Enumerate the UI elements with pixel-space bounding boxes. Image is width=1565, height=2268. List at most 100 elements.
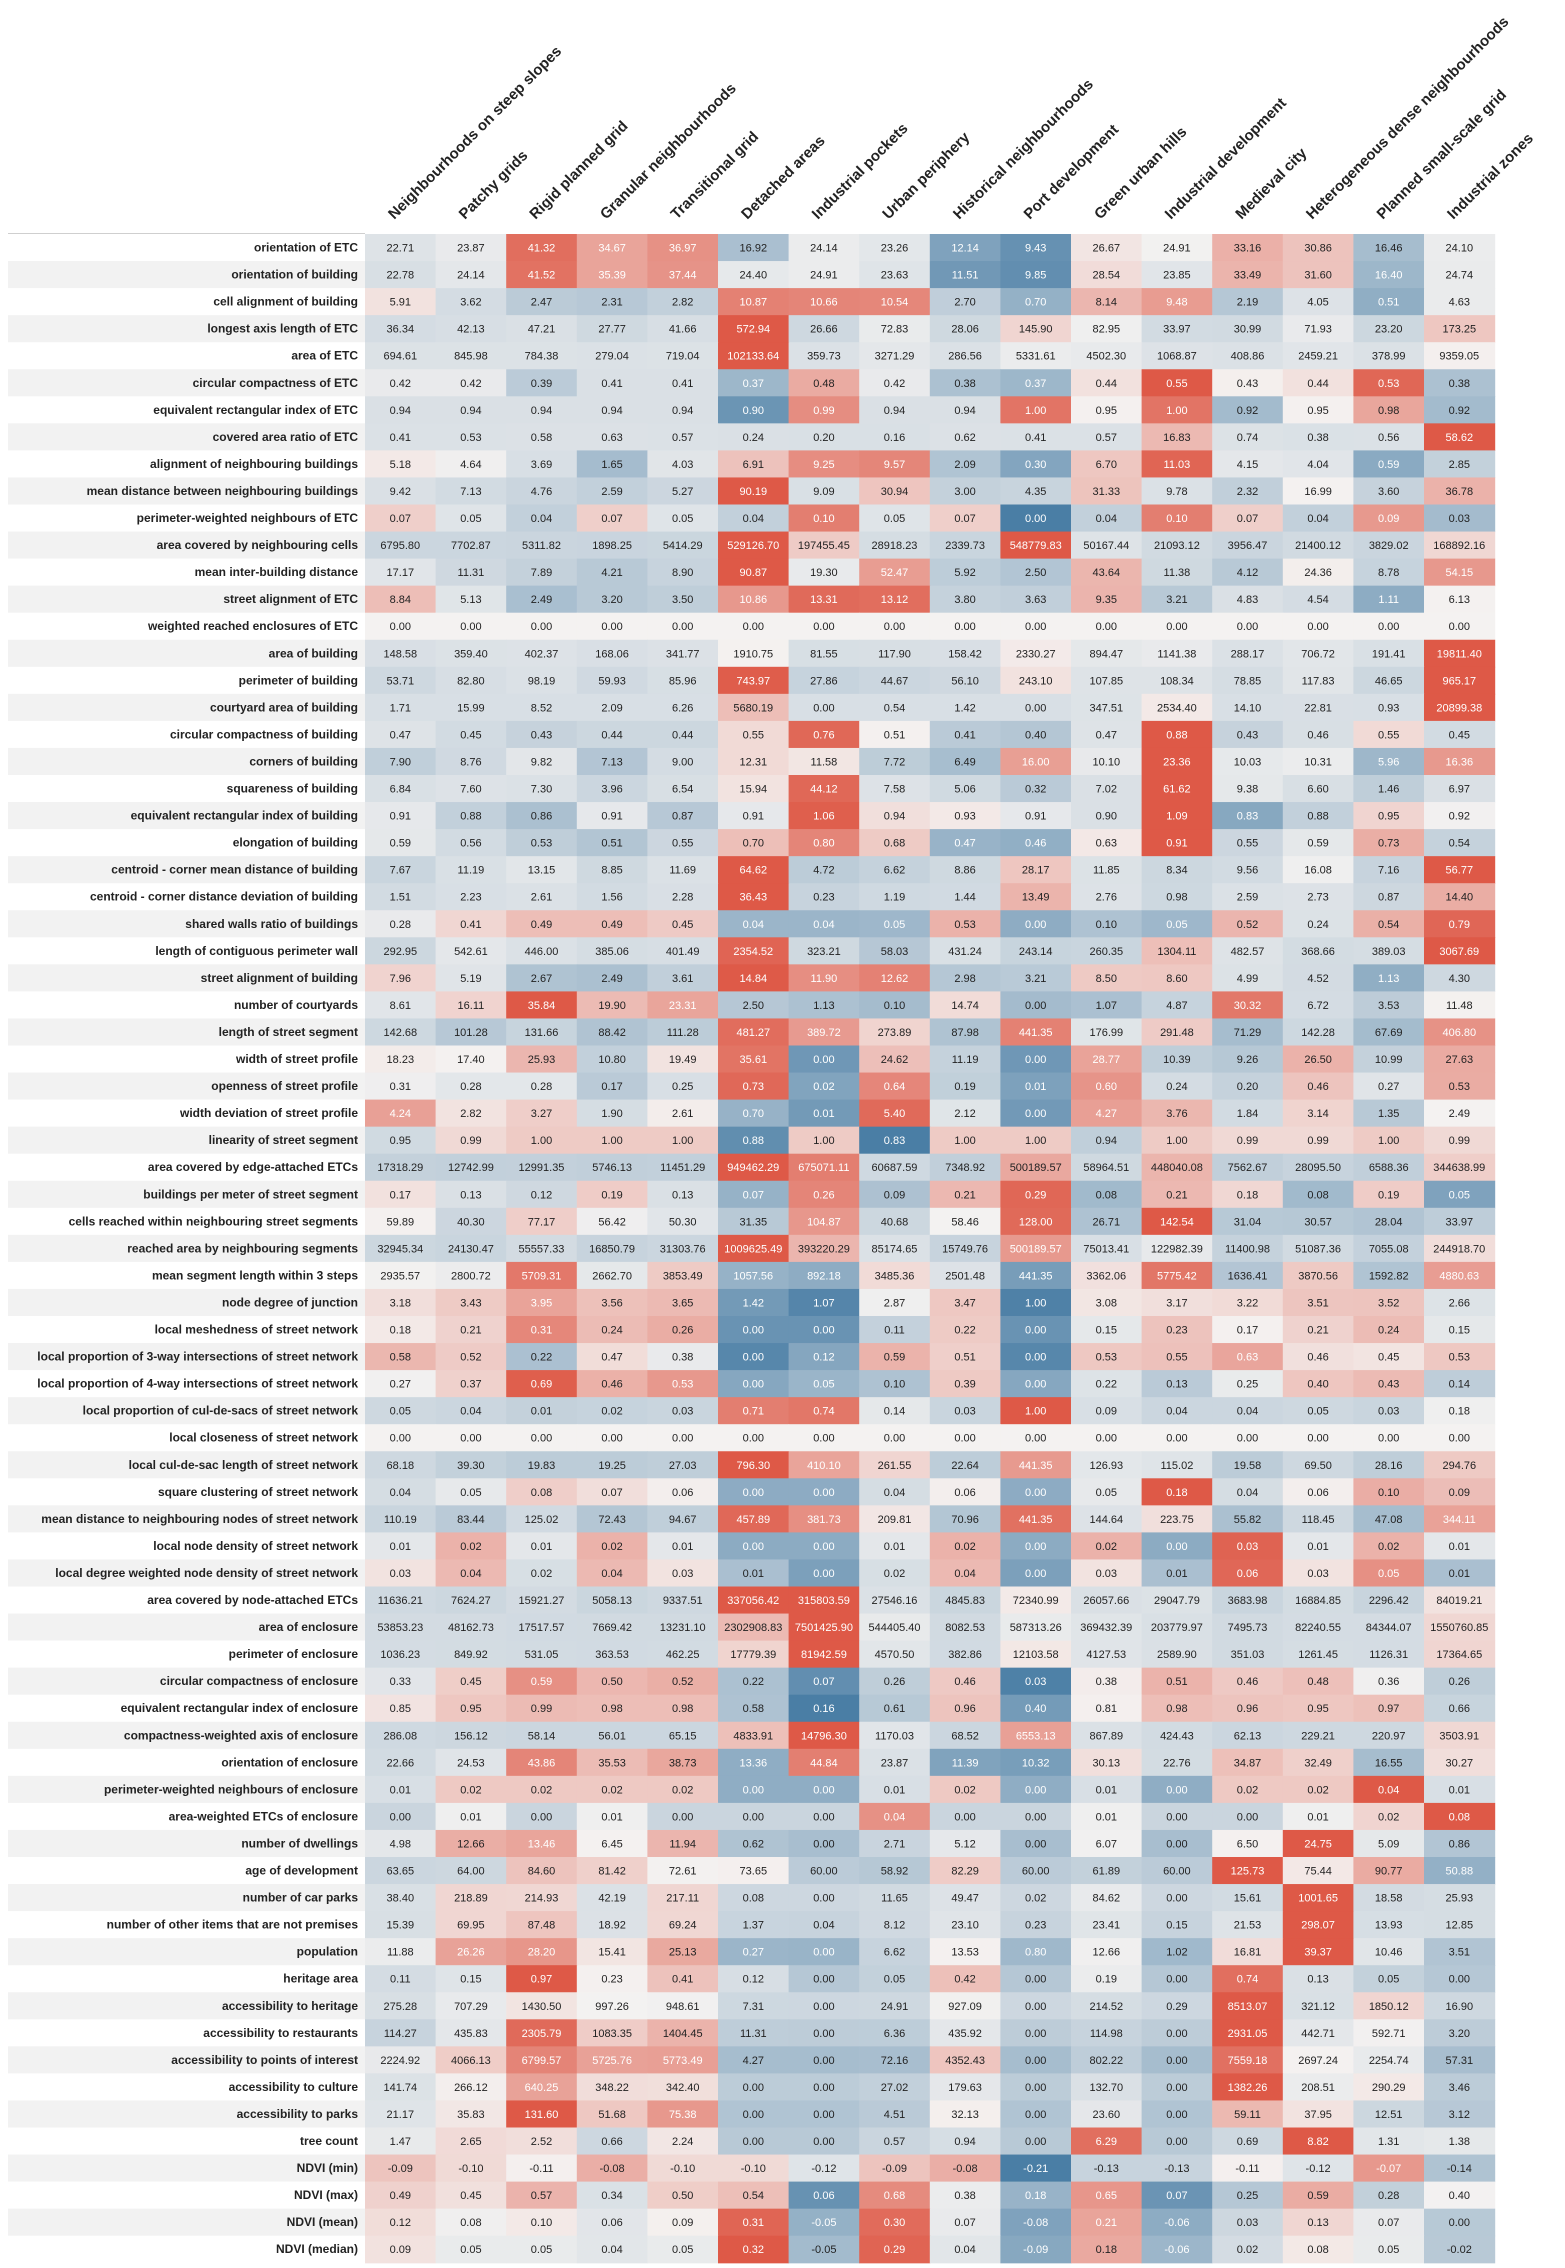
cell-value: 0.57 xyxy=(672,432,693,444)
cell-value: 0.01 xyxy=(1307,1541,1328,1553)
cell-value: 0.05 xyxy=(390,1406,411,1418)
cell-value: 288.17 xyxy=(1231,648,1265,660)
heatmap-cell xyxy=(929,504,1001,533)
heatmap-cell xyxy=(435,558,507,587)
row-band xyxy=(8,802,365,830)
heatmap-cell xyxy=(1353,234,1425,262)
cell-value: 0.66 xyxy=(601,2136,622,2148)
cell-value: 0.07 xyxy=(1166,2190,1187,2202)
cell-value: 0.94 xyxy=(601,405,622,417)
cell-value: 23.36 xyxy=(1163,756,1191,768)
row-band xyxy=(8,910,365,938)
cell-value: 0.37 xyxy=(460,1379,481,1391)
cell-value: 0.00 xyxy=(813,2136,834,2148)
cell-value: 16.99 xyxy=(1304,486,1332,498)
cell-value: 42.13 xyxy=(457,324,485,336)
heatmap-cell xyxy=(1141,234,1213,262)
cell-value: 4.04 xyxy=(1307,459,1328,471)
cell-value: 0.00 xyxy=(1025,2028,1046,2040)
cell-value: 0.45 xyxy=(460,1676,481,1688)
cell-value: 144.64 xyxy=(1089,1514,1123,1526)
cell-value: 348.22 xyxy=(595,2082,629,2094)
cell-value: 6.13 xyxy=(1449,594,1470,606)
cell-value: 0.24 xyxy=(743,432,764,444)
cell-value: 28.06 xyxy=(951,324,979,336)
cell-value: 5746.13 xyxy=(592,1162,632,1174)
cell-value: 8.52 xyxy=(531,702,552,714)
cell-value: 0.00 xyxy=(813,2109,834,2121)
cell-value: 0.79 xyxy=(1449,919,1470,931)
row-band xyxy=(8,585,365,613)
heatmap-cell xyxy=(435,234,507,262)
cell-value: 8.34 xyxy=(1166,865,1187,877)
cell-value: 0.09 xyxy=(1096,1406,1117,1418)
cell-value: 0.59 xyxy=(884,1352,905,1364)
cell-value: 21093.12 xyxy=(1154,540,1200,552)
heatmap-cell xyxy=(435,639,507,668)
cell-value: 23.20 xyxy=(1375,324,1403,336)
cell-value: 7.30 xyxy=(531,784,552,796)
cell-value: 0.10 xyxy=(884,1000,905,1012)
cell-value: 0.13 xyxy=(1166,1379,1187,1391)
heatmap-cell xyxy=(1071,369,1143,397)
cell-value: 10.66 xyxy=(810,297,838,309)
cell-value: 4.52 xyxy=(1307,973,1328,985)
cell-value: 4502.30 xyxy=(1086,351,1126,363)
cell-value: 0.24 xyxy=(601,1325,622,1337)
cell-value: 408.86 xyxy=(1231,351,1265,363)
cell-value: 0.59 xyxy=(390,838,411,850)
row-label: perimeter-weighted neighbours of ETC xyxy=(137,511,359,525)
heatmap-cell xyxy=(788,261,860,289)
cell-value: 0.00 xyxy=(743,1487,764,1499)
cell-value: 4.63 xyxy=(1449,297,1470,309)
row-label: buildings per meter of street segment xyxy=(143,1187,358,1201)
cell-value: 1.90 xyxy=(601,1108,622,1120)
cell-value: 1.44 xyxy=(954,892,975,904)
cell-value: 16.40 xyxy=(1375,270,1403,282)
row-band xyxy=(8,1072,365,1100)
cell-value: 107.85 xyxy=(1089,675,1123,687)
cell-value: 3829.02 xyxy=(1369,540,1409,552)
cell-value: 9.25 xyxy=(813,459,834,471)
cell-value: 531.05 xyxy=(525,1649,559,1661)
cell-value: 0.55 xyxy=(1166,1352,1187,1364)
cell-value: 32945.34 xyxy=(377,1243,423,1255)
cell-value: 0.04 xyxy=(460,1568,481,1580)
cell-value: 0.07 xyxy=(601,513,622,525)
heatmap-cell xyxy=(576,396,648,424)
cell-value: 0.00 xyxy=(1025,1108,1046,1120)
cell-value: 0.42 xyxy=(884,378,905,390)
cell-value: 0.40 xyxy=(1025,729,1046,741)
cell-value: 3.46 xyxy=(1449,2082,1470,2094)
cell-value: 0.05 xyxy=(460,513,481,525)
cell-value: 0.00 xyxy=(813,1811,834,1823)
cell-value: 59.93 xyxy=(598,675,626,687)
cell-value: 85.96 xyxy=(669,675,697,687)
cell-value: 23.87 xyxy=(881,1757,909,1769)
cell-value: 12.51 xyxy=(1375,2109,1403,2121)
cell-value: 229.21 xyxy=(1301,1730,1335,1742)
cell-value: 0.02 xyxy=(813,1081,834,1093)
heatmap-cell xyxy=(1282,423,1354,451)
cell-value: 0.05 xyxy=(1378,1568,1399,1580)
cell-value: 7.16 xyxy=(1378,865,1399,877)
cell-value: 67.69 xyxy=(1375,1027,1403,1039)
cell-value: 867.89 xyxy=(1089,1730,1123,1742)
cell-value: 500189.57 xyxy=(1010,1162,1062,1174)
cell-value: 0.41 xyxy=(390,432,411,444)
cell-value: 0.00 xyxy=(1025,1838,1046,1850)
cell-value: 142.68 xyxy=(383,1027,417,1039)
cell-value: 223.75 xyxy=(1160,1514,1194,1526)
cell-value: -0.13 xyxy=(1094,2163,1119,2175)
cell-value: 260.35 xyxy=(1089,946,1123,958)
heatmap-cell xyxy=(788,234,860,262)
heatmap-cell xyxy=(576,288,648,316)
heatmap-cell xyxy=(1000,450,1072,479)
cell-value: 0.15 xyxy=(1096,1325,1117,1337)
row-band xyxy=(8,639,365,667)
cell-value: 0.70 xyxy=(743,838,764,850)
cell-value: 4.64 xyxy=(460,459,481,471)
cell-value: 12.31 xyxy=(740,756,768,768)
heatmap-cell xyxy=(859,504,931,533)
cell-value: 6.50 xyxy=(1237,1838,1258,1850)
